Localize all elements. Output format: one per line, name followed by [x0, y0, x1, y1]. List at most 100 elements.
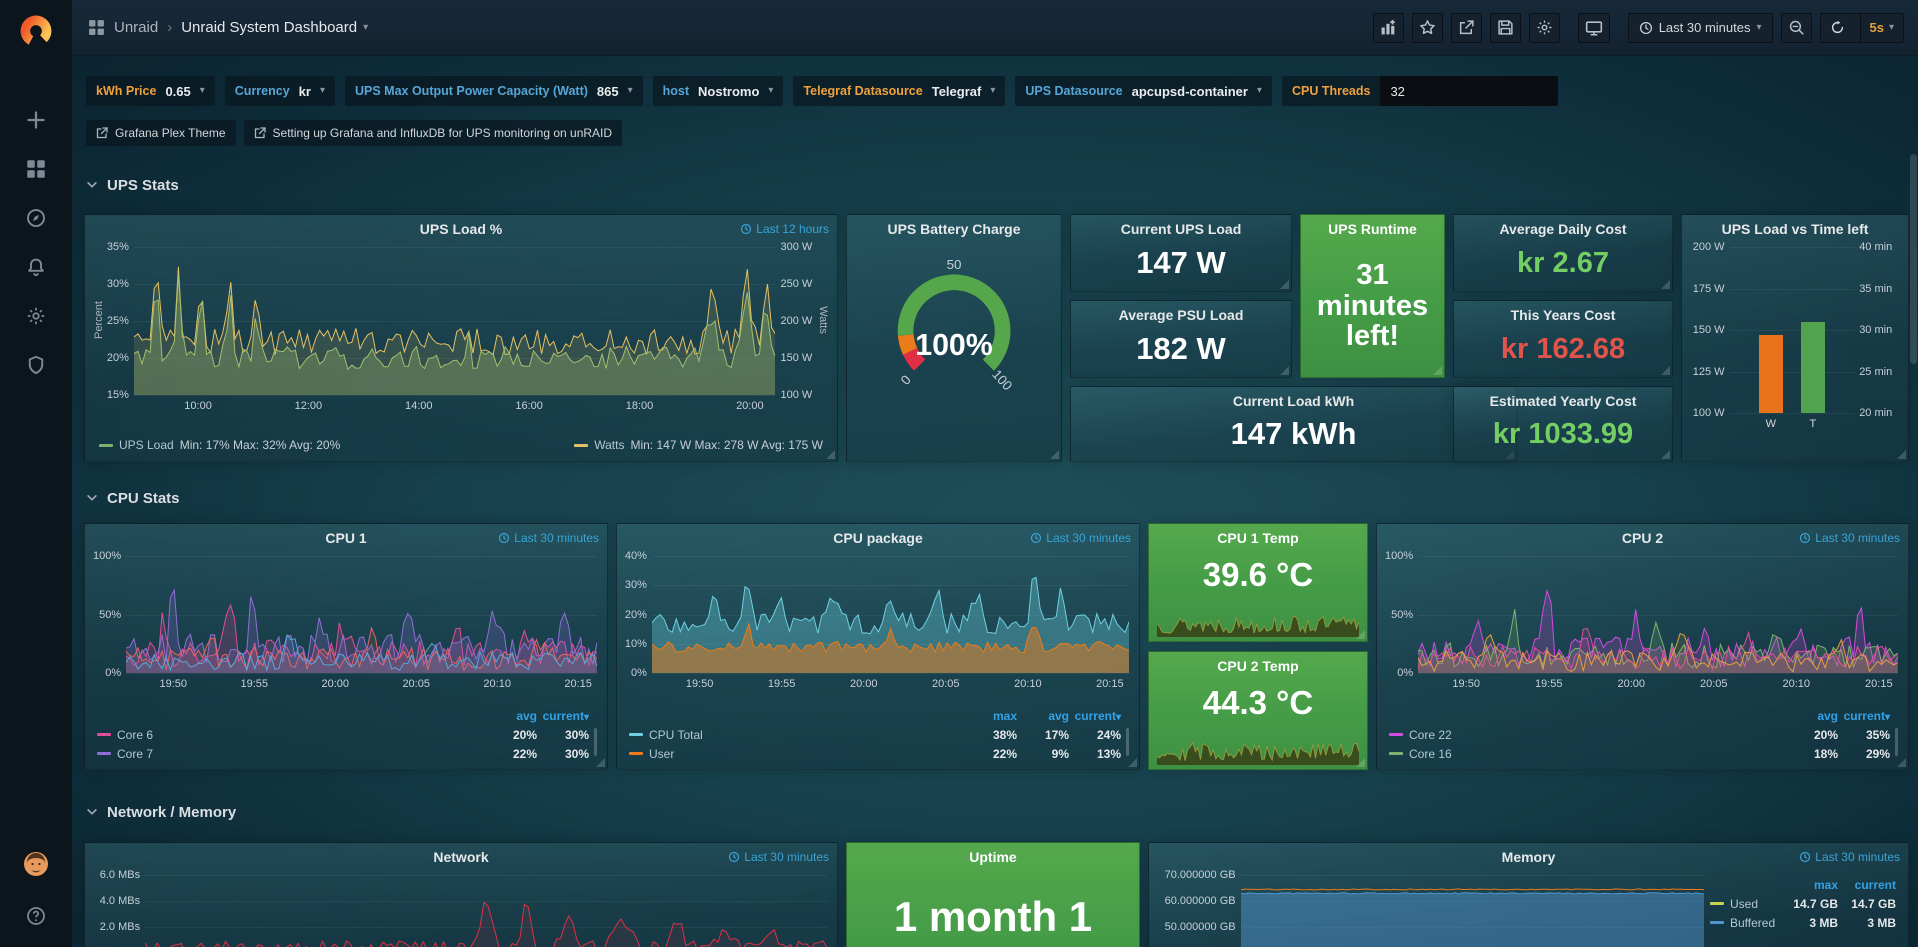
- explore-icon[interactable]: [15, 197, 57, 239]
- panel-title[interactable]: Memory: [1501, 849, 1556, 865]
- legend-sort-current[interactable]: current▾: [1843, 708, 1890, 723]
- time-range-badge[interactable]: Last 30 minutes: [728, 850, 829, 864]
- panel-title[interactable]: CPU package: [833, 530, 923, 546]
- legend-sort-avg[interactable]: avg: [1817, 708, 1838, 723]
- gridline: [1729, 371, 1855, 373]
- settings-gear-button[interactable]: [1528, 12, 1560, 43]
- share-button[interactable]: [1450, 12, 1482, 43]
- variable-ups-datasource[interactable]: UPS Datasource apcupsd-container ▾: [1015, 76, 1272, 106]
- x-axis-tick: 19:55: [240, 678, 269, 690]
- panel-title[interactable]: CPU 1 Temp: [1217, 530, 1299, 546]
- variable-currency[interactable]: Currency kr ▾: [224, 76, 335, 106]
- y-axis-tick: 4.0 MBs: [99, 895, 141, 908]
- cpu1-temp-sparkline: [1153, 604, 1363, 638]
- resize-handle[interactable]: [826, 450, 835, 459]
- panel-title[interactable]: CPU 2 Temp: [1217, 658, 1299, 674]
- cpu2-temp-sparkline: [1153, 732, 1363, 766]
- bar-T: [1800, 321, 1825, 413]
- resize-handle[interactable]: [1356, 758, 1365, 767]
- create-icon[interactable]: [15, 99, 57, 141]
- alerting-bell-icon[interactable]: [15, 246, 57, 288]
- grafana-logo[interactable]: [14, 9, 58, 53]
- resize-handle[interactable]: [1280, 280, 1289, 289]
- panel-title[interactable]: CPU 1: [325, 530, 367, 546]
- resize-handle[interactable]: [1128, 758, 1137, 767]
- panel-title[interactable]: Current UPS Load: [1120, 221, 1242, 237]
- y-axis-tick: 50.000000 GB: [1164, 921, 1236, 934]
- dashboards-icon[interactable]: [15, 148, 57, 190]
- section-cpu-stats[interactable]: CPU Stats: [86, 487, 180, 509]
- legend-scrollbar[interactable]: [594, 728, 597, 756]
- link-grafana-influxdb-ups[interactable]: Setting up Grafana and InfluxDB for UPS …: [243, 120, 623, 146]
- link-grafana-plex-theme[interactable]: Grafana Plex Theme: [86, 120, 236, 146]
- panel-title[interactable]: UPS Load %: [419, 221, 503, 237]
- section-ups-stats[interactable]: UPS Stats: [86, 174, 179, 196]
- panel-title[interactable]: CPU 2: [1621, 530, 1664, 546]
- scrollbar-thumb[interactable]: [1910, 154, 1917, 364]
- time-range-badge[interactable]: Last 30 minutes: [1799, 850, 1900, 864]
- panel-title[interactable]: UPS Runtime: [1328, 221, 1417, 237]
- dashboards-grid-icon[interactable]: [88, 19, 105, 36]
- zoom-out-button[interactable]: [1780, 12, 1812, 43]
- cycle-view-button[interactable]: [1577, 12, 1610, 43]
- legend-sort-current[interactable]: current▾: [542, 708, 589, 723]
- variable-kwh-price[interactable]: kWh Price 0.65 ▾: [86, 76, 215, 106]
- resize-handle[interactable]: [1280, 366, 1289, 375]
- gridline: [126, 673, 597, 674]
- variable-host[interactable]: host Nostromo ▾: [652, 76, 784, 106]
- panel-title[interactable]: This Years Cost: [1510, 307, 1616, 323]
- legend-scrollbar[interactable]: [1895, 728, 1898, 756]
- cpu-threads-input[interactable]: [1380, 76, 1559, 106]
- add-panel-button[interactable]: [1372, 12, 1404, 43]
- resize-handle[interactable]: [1897, 758, 1906, 767]
- legend-item[interactable]: Watts Min: 147 W Max: 278 W Avg: 175 W: [574, 438, 823, 452]
- breadcrumb-page[interactable]: Unraid System Dashboard ▾: [181, 19, 369, 36]
- panel-title[interactable]: Current Load kWh: [1232, 393, 1355, 409]
- y-axis-tick: 20 min: [1859, 407, 1893, 419]
- save-button[interactable]: [1489, 12, 1521, 43]
- legend-sort-max[interactable]: max: [992, 708, 1017, 723]
- user-avatar[interactable]: [15, 843, 57, 885]
- refresh-interval-select[interactable]: 5s ▾: [1859, 13, 1904, 42]
- y-axis-tick: 100 W: [780, 389, 813, 401]
- legend-item[interactable]: UPS Load Min: 17% Max: 32% Avg: 20%: [99, 438, 340, 452]
- help-icon[interactable]: [15, 895, 57, 937]
- resize-handle[interactable]: [1433, 366, 1442, 375]
- time-range-badge[interactable]: Last 12 hours: [740, 222, 829, 236]
- time-range-badge[interactable]: Last 30 minutes: [1799, 531, 1900, 545]
- legend-sort-avg[interactable]: avg: [1048, 708, 1069, 723]
- legend-sort-current[interactable]: current▾: [1074, 708, 1121, 723]
- y-axis-tick: 175 W: [1692, 282, 1725, 295]
- variable-telegraf-datasource[interactable]: Telegraf Datasource Telegraf ▾: [793, 76, 1006, 106]
- refresh-button[interactable]: [1821, 14, 1854, 42]
- legend-sort-avg[interactable]: avg: [516, 708, 537, 723]
- panel-title[interactable]: UPS Battery Charge: [887, 221, 1021, 237]
- resize-handle[interactable]: [596, 758, 605, 767]
- time-range-badge[interactable]: Last 30 minutes: [1030, 531, 1131, 545]
- panel-title[interactable]: UPS Load vs Time left: [1721, 221, 1869, 237]
- time-range-badge[interactable]: Last 30 minutes: [498, 531, 599, 545]
- breadcrumb-app[interactable]: Unraid: [114, 19, 159, 36]
- resize-handle[interactable]: [1661, 450, 1670, 459]
- resize-handle[interactable]: [1050, 450, 1059, 459]
- resize-handle[interactable]: [1661, 280, 1670, 289]
- panel-title[interactable]: Average Daily Cost: [1499, 221, 1627, 237]
- server-admin-shield-icon[interactable]: [15, 344, 57, 386]
- y-axis-tick: 150 W: [780, 352, 813, 364]
- configuration-gear-icon[interactable]: [15, 295, 57, 337]
- panel-title[interactable]: Estimated Yearly Cost: [1489, 393, 1637, 409]
- panel-title[interactable]: Network: [433, 849, 489, 865]
- resize-handle[interactable]: [1356, 630, 1365, 639]
- legend-scrollbar[interactable]: [1126, 728, 1129, 756]
- star-button[interactable]: [1411, 12, 1443, 43]
- resize-handle[interactable]: [1897, 450, 1906, 459]
- y-axis-tick: 30%: [624, 579, 647, 592]
- variable-ups-max-output[interactable]: UPS Max Output Power Capacity (Watt) 865 ▾: [345, 76, 643, 106]
- resize-handle[interactable]: [1661, 366, 1670, 375]
- panel-title[interactable]: Average PSU Load: [1118, 307, 1244, 323]
- time-range-picker[interactable]: Last 30 minutes ▾: [1627, 12, 1773, 43]
- legend-sort-current[interactable]: current: [1854, 877, 1896, 892]
- panel-title[interactable]: Uptime: [969, 849, 1017, 865]
- section-network-memory[interactable]: Network / Memory: [86, 801, 236, 823]
- legend-sort-max[interactable]: max: [1813, 877, 1838, 892]
